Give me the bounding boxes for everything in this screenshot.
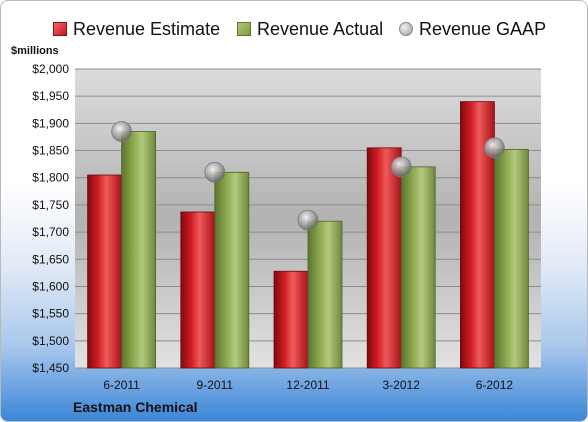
y-tick-label: $1,600 — [32, 279, 69, 293]
y-tick-label: $1,500 — [32, 334, 69, 348]
legend-swatch-estimate — [53, 22, 67, 36]
point-revenue-gaap — [111, 121, 132, 142]
legend: Revenue Estimate Revenue Actual Revenue … — [1, 17, 587, 41]
x-tick-label: 3-2012 — [383, 378, 421, 392]
legend-item-estimate: Revenue Estimate — [53, 17, 220, 41]
bar-revenue-actual — [493, 149, 529, 369]
x-tick-label: 6-2011 — [103, 378, 140, 392]
legend-item-actual: Revenue Actual — [237, 17, 383, 41]
legend-label-actual: Revenue Actual — [257, 18, 384, 39]
bar-revenue-actual — [400, 166, 436, 369]
y-tick-label: $1,700 — [32, 225, 69, 239]
x-tick-label: 9-2011 — [197, 378, 234, 392]
bar-revenue-estimate — [273, 270, 309, 369]
x-axis-ticks: 6-2011 9-2011 12-2011 3-2012 6-2012 — [103, 378, 513, 392]
legend-swatch-actual — [237, 22, 251, 36]
gaap-points — [111, 121, 505, 231]
point-revenue-gaap — [390, 156, 412, 178]
y-tick-label: $2,000 — [32, 62, 69, 76]
point-revenue-gaap — [297, 209, 319, 231]
legend-swatch-gaap — [399, 22, 413, 36]
bars — [87, 101, 529, 369]
bar-revenue-estimate — [366, 147, 402, 369]
x-tick-label: 6-2012 — [476, 378, 514, 392]
y-tick-label: $1,750 — [32, 198, 69, 212]
y-tick-label: $1,450 — [32, 361, 69, 375]
bar-revenue-actual — [121, 131, 156, 369]
y-tick-label: $1,950 — [32, 89, 69, 103]
company-name: Eastman Chemical — [73, 399, 198, 415]
y-axis-ticks: $1,450 $1,500 $1,550 $1,600 $1,650 $1,700 $1,7… — [32, 62, 69, 375]
bar-revenue-estimate — [180, 211, 216, 369]
y-tick-label: $1,550 — [32, 307, 69, 321]
y-tick-label: $1,900 — [32, 116, 69, 130]
point-revenue-gaap — [204, 161, 226, 183]
legend-label-gaap: Revenue GAAP — [419, 18, 547, 39]
bar-revenue-estimate — [87, 174, 122, 369]
y-axis-unit-label: $millions — [11, 45, 59, 57]
y-tick-label: $1,800 — [32, 171, 69, 185]
legend-item-gaap: Revenue GAAP — [399, 17, 546, 41]
point-revenue-gaap — [483, 137, 505, 159]
x-tick-label: 12-2011 — [286, 378, 329, 392]
bar-revenue-actual — [307, 220, 343, 369]
y-tick-label: $1,850 — [32, 144, 69, 158]
bar-revenue-actual — [214, 171, 250, 369]
legend-label-estimate: Revenue Estimate — [73, 18, 221, 39]
y-tick-label: $1,650 — [32, 252, 69, 266]
